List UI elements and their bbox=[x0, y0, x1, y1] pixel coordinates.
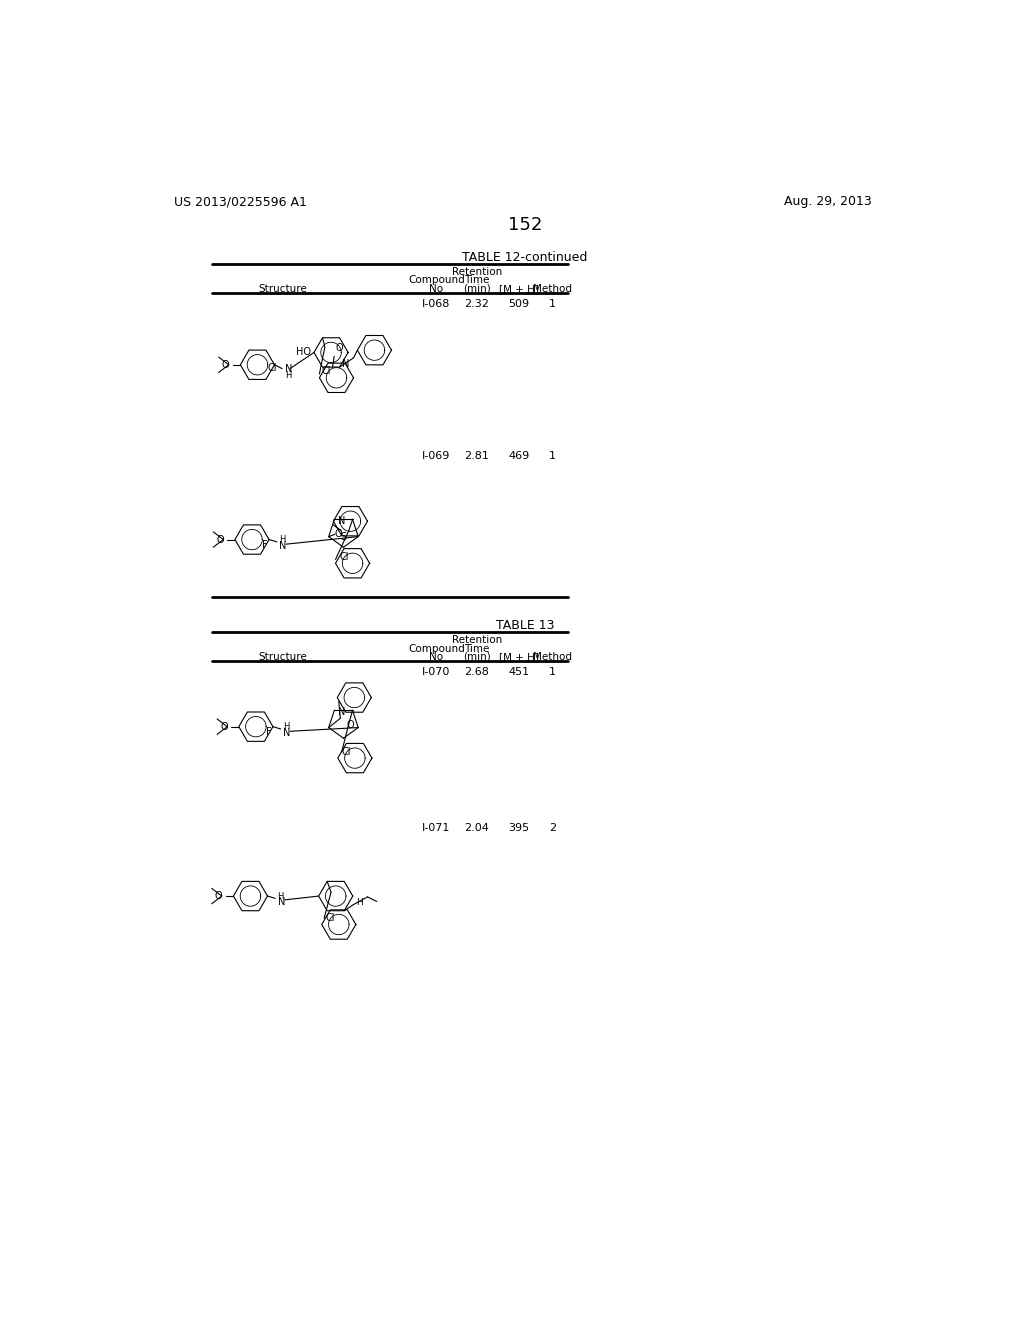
Text: H: H bbox=[356, 898, 362, 907]
Text: 1: 1 bbox=[549, 668, 556, 677]
Text: 2.68: 2.68 bbox=[464, 668, 489, 677]
Text: I-070: I-070 bbox=[422, 668, 451, 677]
Text: 2: 2 bbox=[549, 822, 556, 833]
Text: I-069: I-069 bbox=[422, 451, 451, 461]
Text: TABLE 12-continued: TABLE 12-continued bbox=[462, 251, 588, 264]
Text: N: N bbox=[338, 708, 345, 717]
Text: TABLE 13: TABLE 13 bbox=[496, 619, 554, 632]
Text: H: H bbox=[280, 535, 286, 544]
Text: I-068: I-068 bbox=[422, 300, 451, 309]
Text: Structure: Structure bbox=[259, 284, 307, 294]
Text: [M + H]: [M + H] bbox=[499, 284, 539, 294]
Text: (min): (min) bbox=[463, 652, 490, 661]
Text: 395: 395 bbox=[508, 822, 529, 833]
Text: O: O bbox=[347, 721, 354, 730]
Text: N: N bbox=[280, 541, 287, 550]
Text: N: N bbox=[283, 727, 291, 738]
Text: O: O bbox=[220, 722, 228, 731]
Text: O: O bbox=[336, 343, 343, 354]
Text: Retention: Retention bbox=[452, 635, 502, 645]
Text: H: H bbox=[278, 891, 284, 900]
Text: Compound: Compound bbox=[409, 644, 465, 653]
Text: N: N bbox=[278, 898, 285, 907]
Text: N: N bbox=[286, 364, 293, 375]
Text: (min): (min) bbox=[463, 284, 490, 294]
Text: HO: HO bbox=[296, 347, 311, 356]
Text: I-071: I-071 bbox=[422, 822, 451, 833]
Text: N: N bbox=[342, 359, 349, 370]
Text: Compound: Compound bbox=[409, 276, 465, 285]
Text: O: O bbox=[215, 891, 222, 902]
Text: 2.32: 2.32 bbox=[464, 300, 489, 309]
Text: 152: 152 bbox=[508, 216, 542, 234]
Text: Cl: Cl bbox=[326, 913, 335, 923]
Text: Retention: Retention bbox=[452, 267, 502, 277]
Text: H: H bbox=[283, 722, 290, 731]
Text: F: F bbox=[262, 540, 267, 549]
Text: 469: 469 bbox=[508, 451, 529, 461]
Text: Time: Time bbox=[464, 276, 489, 285]
Text: 1: 1 bbox=[549, 300, 556, 309]
Text: No: No bbox=[429, 284, 443, 294]
Text: F: F bbox=[266, 727, 271, 737]
Text: Time: Time bbox=[464, 644, 489, 653]
Text: 451: 451 bbox=[508, 668, 529, 677]
Text: 1: 1 bbox=[549, 451, 556, 461]
Text: Aug. 29, 2013: Aug. 29, 2013 bbox=[784, 195, 872, 209]
Text: No: No bbox=[429, 652, 443, 661]
Text: O: O bbox=[216, 535, 224, 545]
Text: O: O bbox=[222, 360, 229, 370]
Text: Structure: Structure bbox=[259, 652, 307, 661]
Text: US 2013/0225596 A1: US 2013/0225596 A1 bbox=[174, 195, 307, 209]
Text: Method: Method bbox=[534, 284, 572, 294]
Text: N: N bbox=[338, 516, 345, 525]
Text: O: O bbox=[335, 529, 343, 540]
Text: Cl: Cl bbox=[322, 366, 331, 376]
Text: Cl: Cl bbox=[342, 747, 351, 756]
Text: Cl: Cl bbox=[339, 552, 349, 562]
Text: Cl: Cl bbox=[267, 363, 278, 374]
Text: 2.04: 2.04 bbox=[464, 822, 489, 833]
Text: S: S bbox=[340, 532, 346, 543]
Text: 2.81: 2.81 bbox=[464, 451, 489, 461]
Text: [M + H]: [M + H] bbox=[499, 652, 539, 661]
Text: H: H bbox=[286, 371, 292, 380]
Text: Method: Method bbox=[534, 652, 572, 661]
Text: 509: 509 bbox=[508, 300, 529, 309]
